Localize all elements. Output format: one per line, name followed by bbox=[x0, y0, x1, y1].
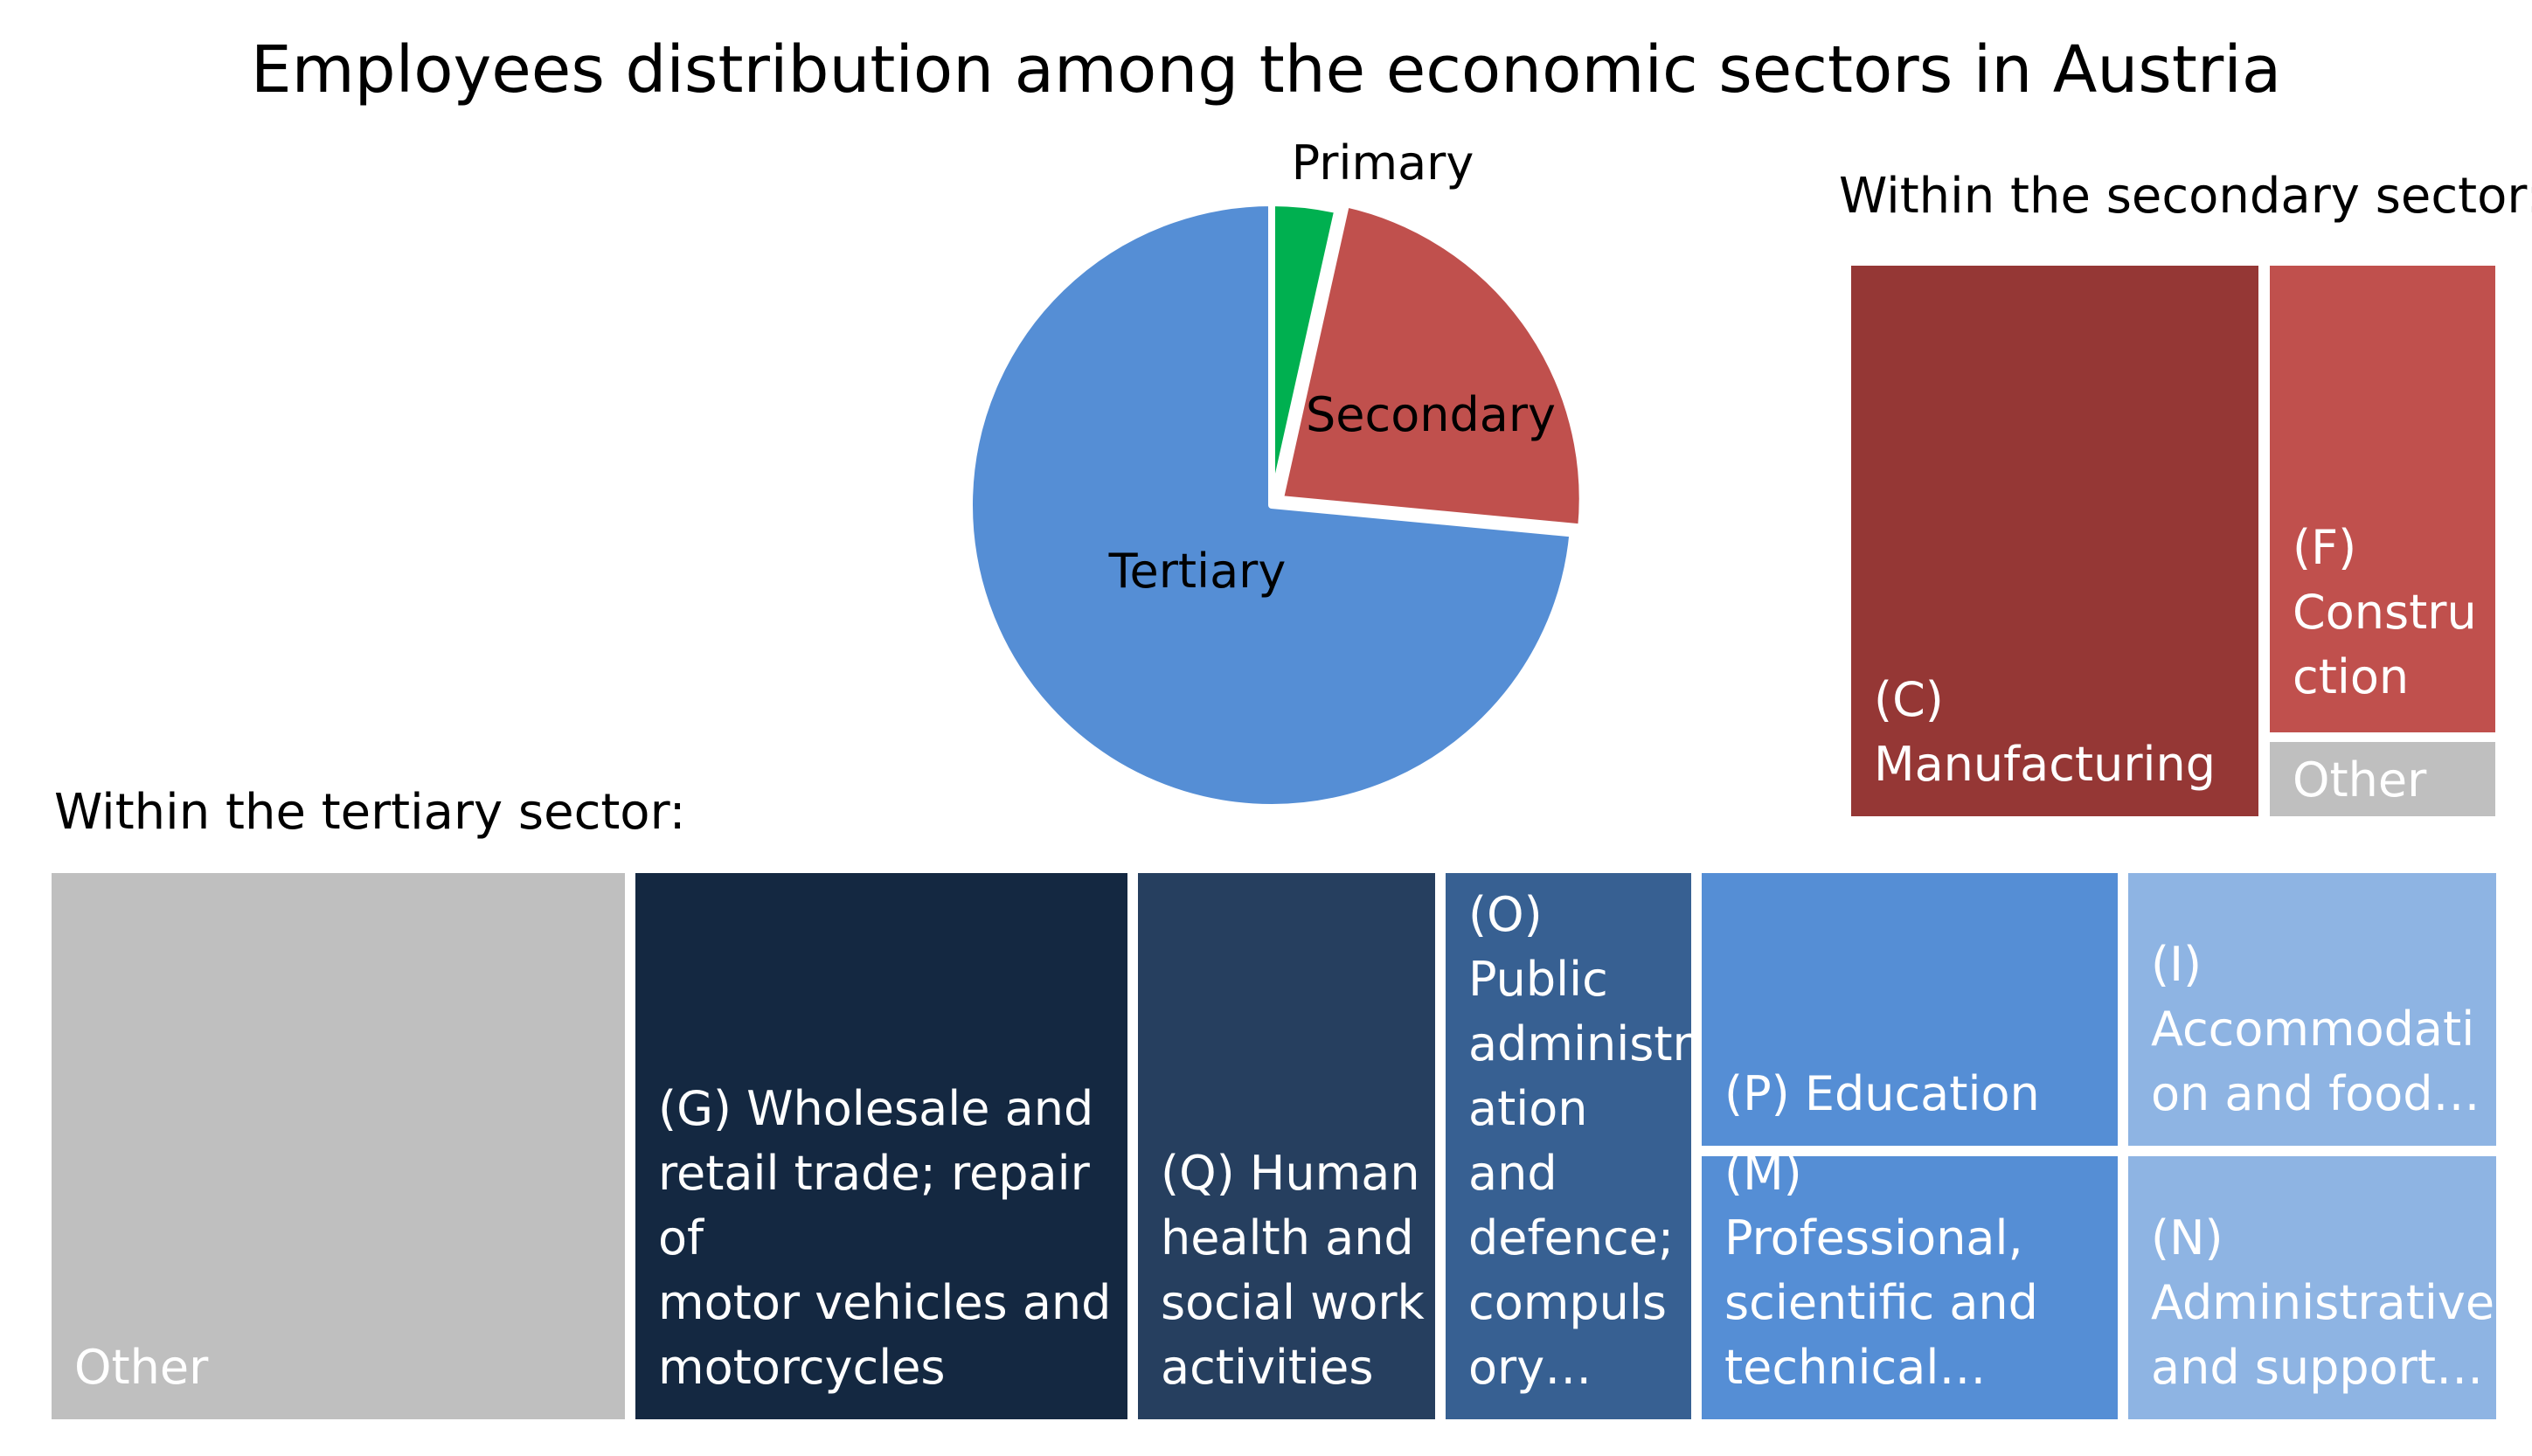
treemap-tile-label: (I) Accommodati on and food… bbox=[2151, 937, 2480, 1121]
treemap-tile-label: (G) Wholesale and retail trade; repair of… bbox=[658, 1081, 1112, 1395]
treemap-tile-f-constru-ction: (F) Constru ction bbox=[2270, 266, 2495, 732]
treemap-tile-other: Other bbox=[52, 873, 625, 1419]
treemap-tile-q-human-health-and-social-work-activities: (Q) Human health and social work activities bbox=[1138, 873, 1435, 1419]
treemap-tile-other: Other bbox=[2270, 742, 2495, 816]
tertiary-treemap-title: Within the tertiary sector: bbox=[54, 784, 686, 841]
treemap-tile-m-professional-scientific-and-technical: (M) Professional, scientific and technical… bbox=[1702, 1156, 2118, 1419]
treemap-tile-label: (M) Professional, scientific and technical… bbox=[1724, 1156, 2038, 1395]
pie-chart: Primary Secondary Tertiary bbox=[966, 135, 1586, 811]
treemap-tile-label: (F) Constru ction bbox=[2293, 520, 2477, 704]
chart-title: Employees distribution among the economi… bbox=[250, 32, 2282, 107]
pie-slice-secondary bbox=[1276, 200, 1586, 531]
pie-slice-tertiary bbox=[966, 199, 1577, 811]
treemap-tile-g-wholesale-and-retail-trade-repair-of-motor-vehicles-and-motorcycles: (G) Wholesale and retail trade; repair of… bbox=[635, 873, 1127, 1419]
treemap-tile-o-public-administr-ation-and-defence-compuls-ory: (O) Public administr ation and defence; compu… bbox=[1446, 873, 1691, 1419]
treemap-tile-n-administrative-and-support: (N) Administrative and support… bbox=[2128, 1156, 2496, 1419]
treemap-tile-label: Other bbox=[2293, 752, 2427, 808]
treemap-tile-label: (P) Education bbox=[1724, 1066, 2040, 1121]
treemap-tile-label: (O) Public administr ation and defence; compu… bbox=[1468, 887, 1691, 1395]
pie-label-tertiary: Tertiary bbox=[1108, 544, 1287, 599]
treemap-tile-p-education: (P) Education bbox=[1702, 873, 2118, 1146]
treemap-tile-label: (Q) Human health and social work activities bbox=[1161, 1146, 1425, 1395]
treemap-tile-label: (C) Manufacturing bbox=[1874, 672, 2216, 792]
treemap-tile-label: (N) Administrative and support… bbox=[2151, 1210, 2495, 1395]
treemap-tile-c-manufacturing: (C) Manufacturing bbox=[1851, 266, 2258, 816]
pie-label-secondary: Secondary bbox=[1306, 387, 1556, 442]
pie-label-primary: Primary bbox=[1292, 135, 1474, 191]
treemap-tile-i-accommodati-on-and-food: (I) Accommodati on and food… bbox=[2128, 873, 2496, 1146]
treemap-tile-label: Other bbox=[74, 1340, 209, 1395]
secondary-treemap-title: Within the secondary sector: bbox=[1839, 168, 2532, 225]
